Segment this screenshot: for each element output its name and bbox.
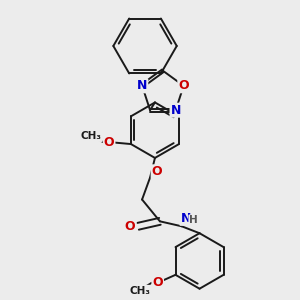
Text: N: N — [181, 212, 191, 225]
Text: N: N — [137, 79, 147, 92]
Text: O: O — [152, 165, 162, 178]
Text: O: O — [152, 276, 163, 289]
Text: O: O — [125, 220, 136, 233]
Text: O: O — [178, 79, 189, 92]
Text: CH₃: CH₃ — [129, 286, 150, 296]
Text: N: N — [170, 104, 181, 117]
Text: CH₃: CH₃ — [81, 131, 102, 141]
Text: H: H — [189, 215, 198, 225]
Text: O: O — [104, 136, 114, 148]
